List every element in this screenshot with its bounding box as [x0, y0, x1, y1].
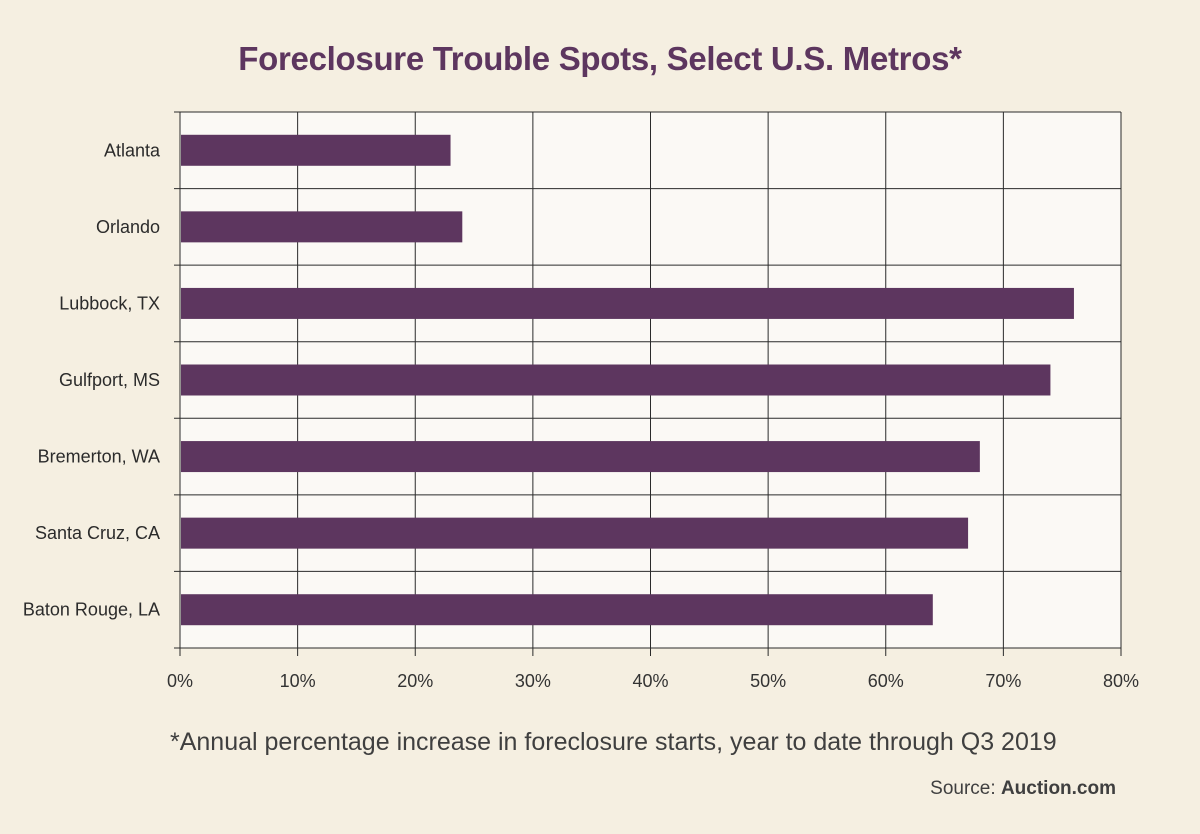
bar-atlanta	[181, 134, 451, 166]
bar-orlando	[181, 211, 463, 243]
x-tick-label: 40%	[632, 671, 668, 691]
category-label: Orlando	[96, 217, 160, 237]
x-tick-label: 70%	[985, 671, 1021, 691]
chart-title: Foreclosure Trouble Spots, Select U.S. M…	[238, 40, 962, 77]
bar-santa-cruz-ca	[181, 517, 969, 549]
category-label: Bremerton, WA	[38, 447, 160, 467]
source-credit: Source: Auction.com	[930, 778, 1116, 800]
x-tick-label: 10%	[280, 671, 316, 691]
category-label: Gulfport, MS	[59, 370, 160, 390]
source-label: Source:	[930, 778, 1001, 799]
bar-lubbock-tx	[181, 287, 1074, 319]
bar-bremerton-wa	[181, 441, 980, 473]
x-tick-label: 20%	[397, 671, 433, 691]
category-label: Atlanta	[104, 140, 161, 160]
x-tick-label: 30%	[515, 671, 551, 691]
x-tick-label: 50%	[750, 671, 786, 691]
x-tick-label: 80%	[1103, 671, 1139, 691]
x-tick-label: 60%	[868, 671, 904, 691]
bar-gulfport-ms	[181, 364, 1051, 396]
source-name: Auction.com	[1000, 778, 1116, 799]
x-tick-label: 0%	[167, 671, 193, 691]
bar-baton-rouge-la	[181, 594, 933, 626]
category-label: Baton Rouge, LA	[23, 600, 160, 620]
chart-footnote: *Annual percentage increase in foreclosu…	[170, 728, 1057, 756]
category-label: Santa Cruz, CA	[35, 523, 160, 543]
category-label: Lubbock, TX	[59, 293, 160, 313]
